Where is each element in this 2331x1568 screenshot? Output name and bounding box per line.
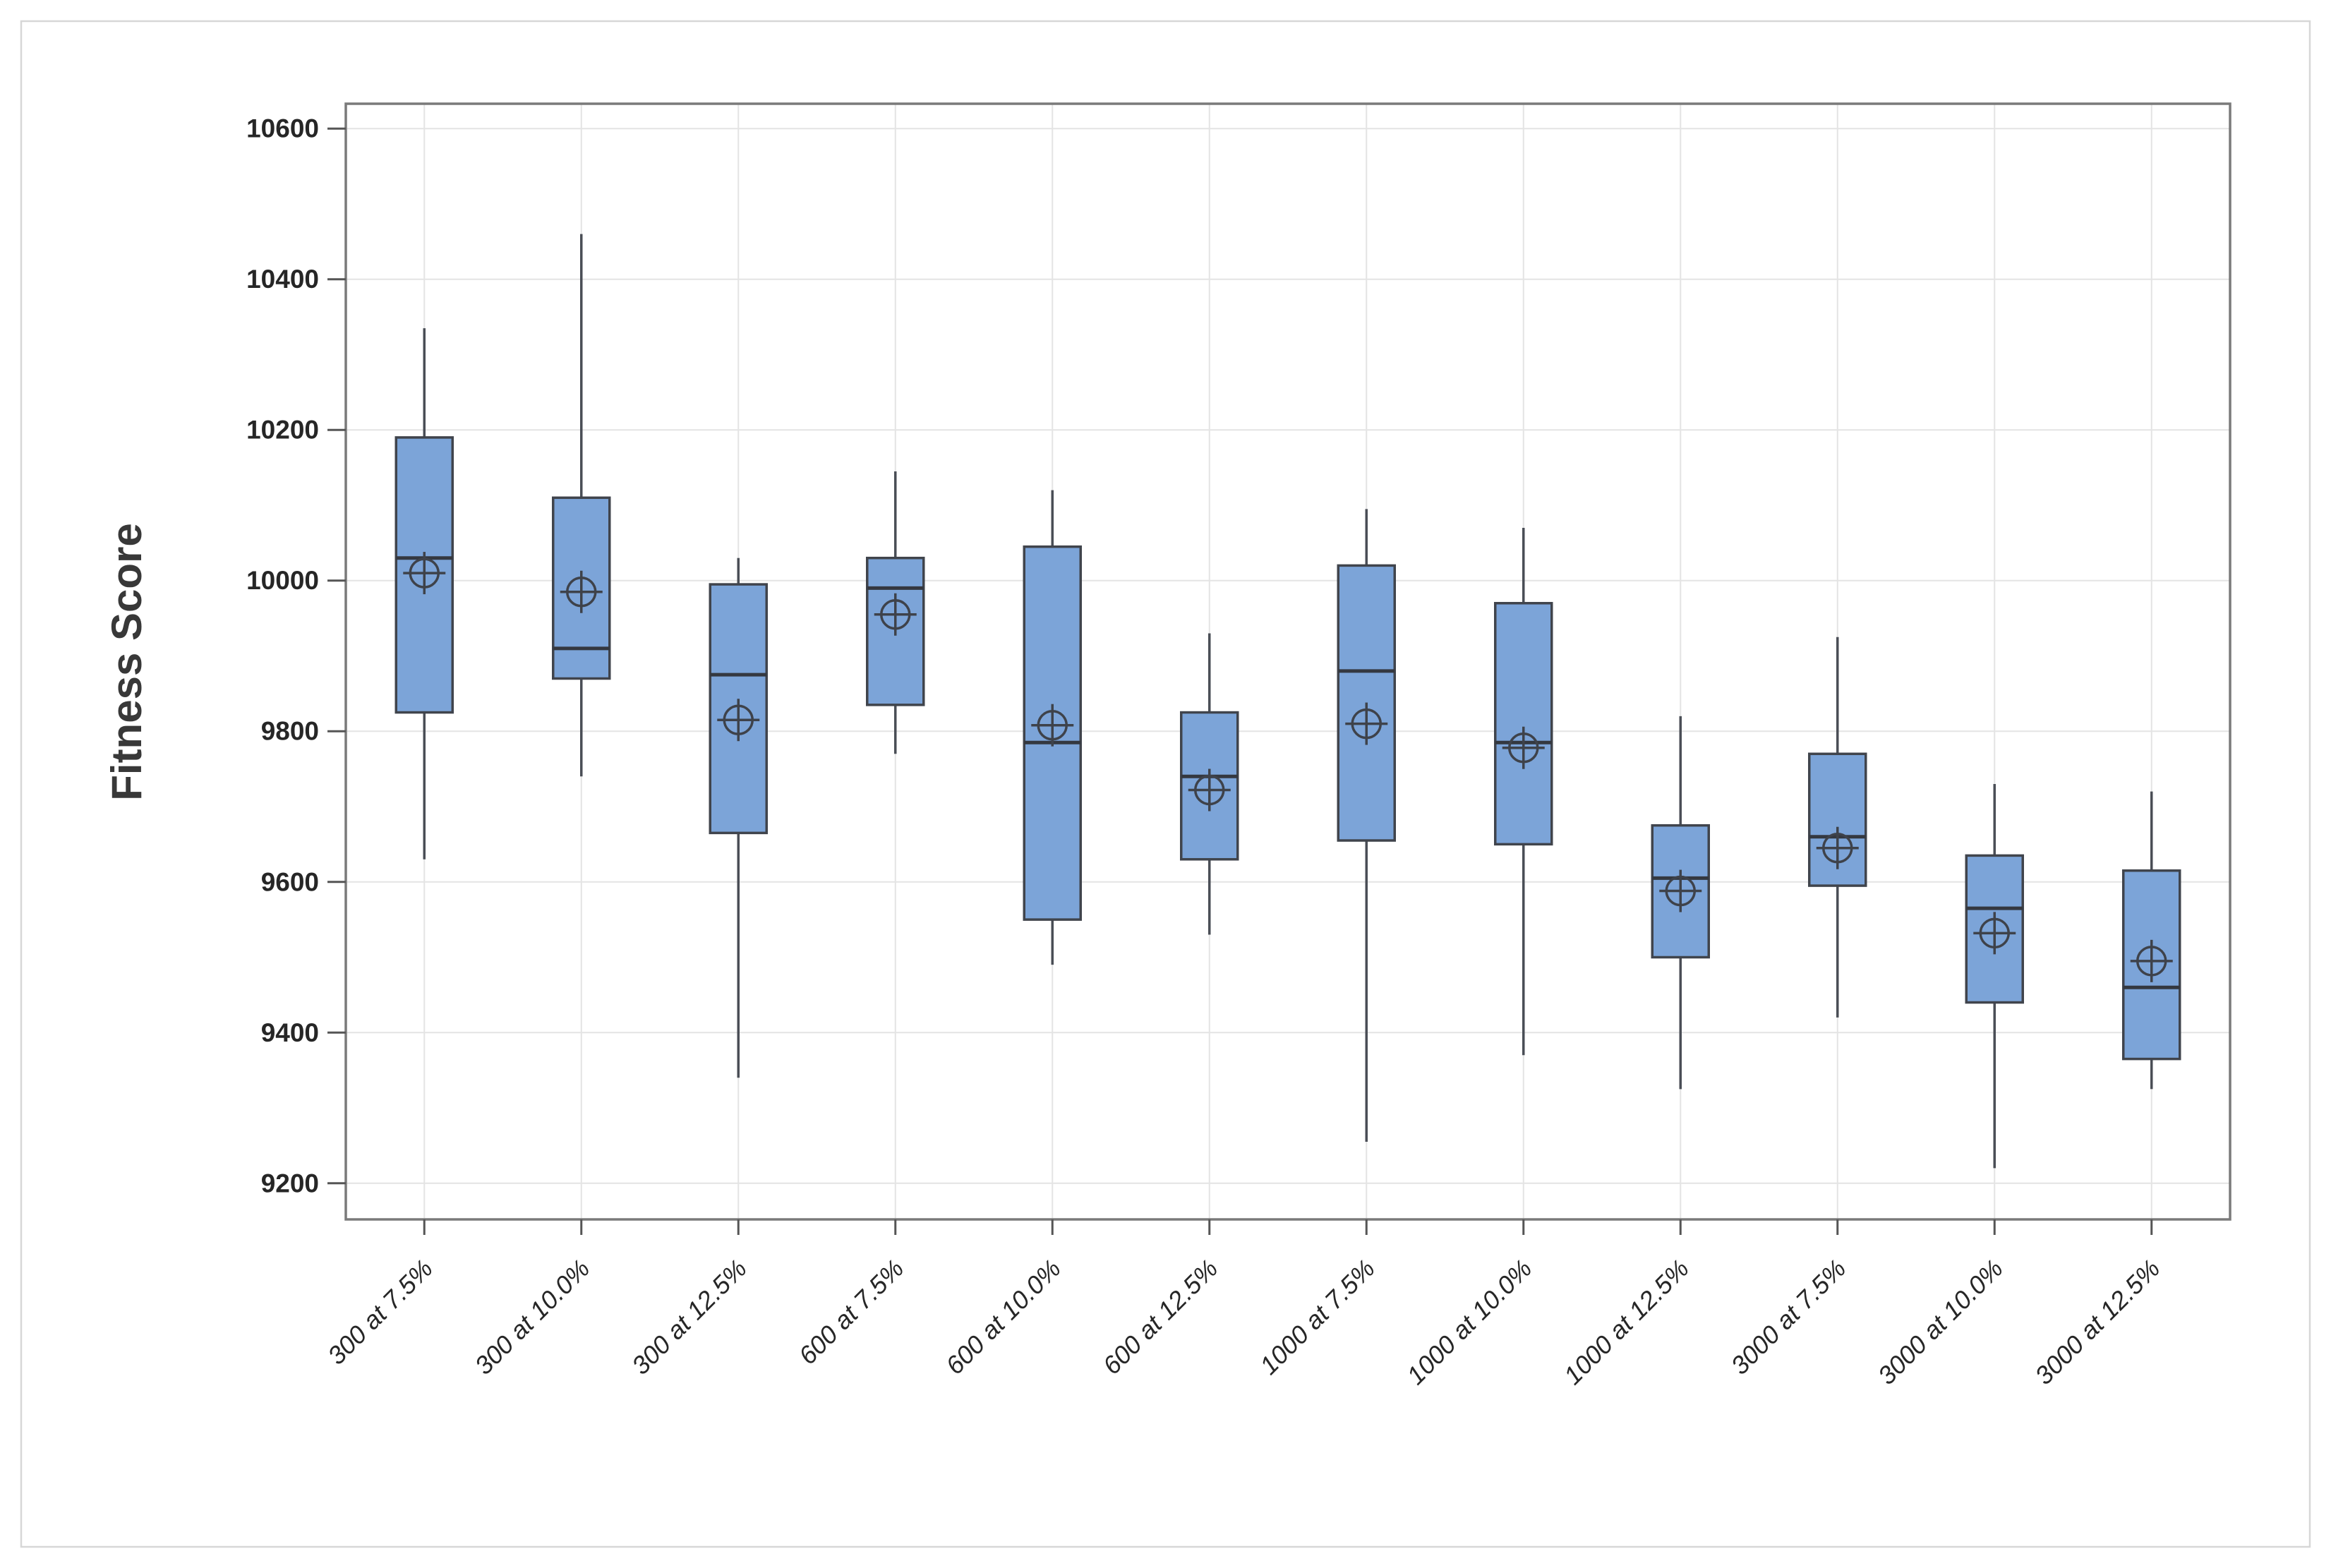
x-tick-label: 1000 at 12.5% [1558,1254,1694,1390]
x-tick-label: 300 at 10.0% [469,1254,595,1380]
x-tick-label: 1000 at 7.5% [1254,1254,1380,1380]
plot-frame [344,102,2231,1221]
x-tick-label: 600 at 12.5% [1097,1254,1223,1380]
y-tick-label: 9800 [261,717,319,746]
y-tick-label: 10600 [246,114,319,143]
x-tick-label: 3000 at 7.5% [1725,1254,1851,1380]
x-tick-label: 3000 at 12.5% [2029,1254,2165,1390]
y-tick-label: 9400 [261,1018,319,1047]
y-axis-title: Fitness Score [103,523,150,801]
x-tick-label: 3000 at 10.0% [1872,1254,2008,1390]
y-tick-label: 10200 [246,416,319,445]
y-tick-label: 10400 [246,265,319,294]
y-tick-label: 10000 [246,566,319,595]
iqr-box [1494,602,1553,846]
figure-border [20,20,2311,1548]
x-tick-label: 300 at 7.5% [322,1254,438,1370]
x-tick-label: 1000 at 10.0% [1401,1254,1537,1390]
x-tick-label: 600 at 7.5% [793,1254,910,1370]
y-tick-label: 9200 [261,1169,319,1198]
x-tick-label: 300 at 12.5% [626,1254,752,1380]
y-tick-label: 9600 [261,867,319,896]
x-tick-label: 600 at 10.0% [940,1254,1066,1380]
